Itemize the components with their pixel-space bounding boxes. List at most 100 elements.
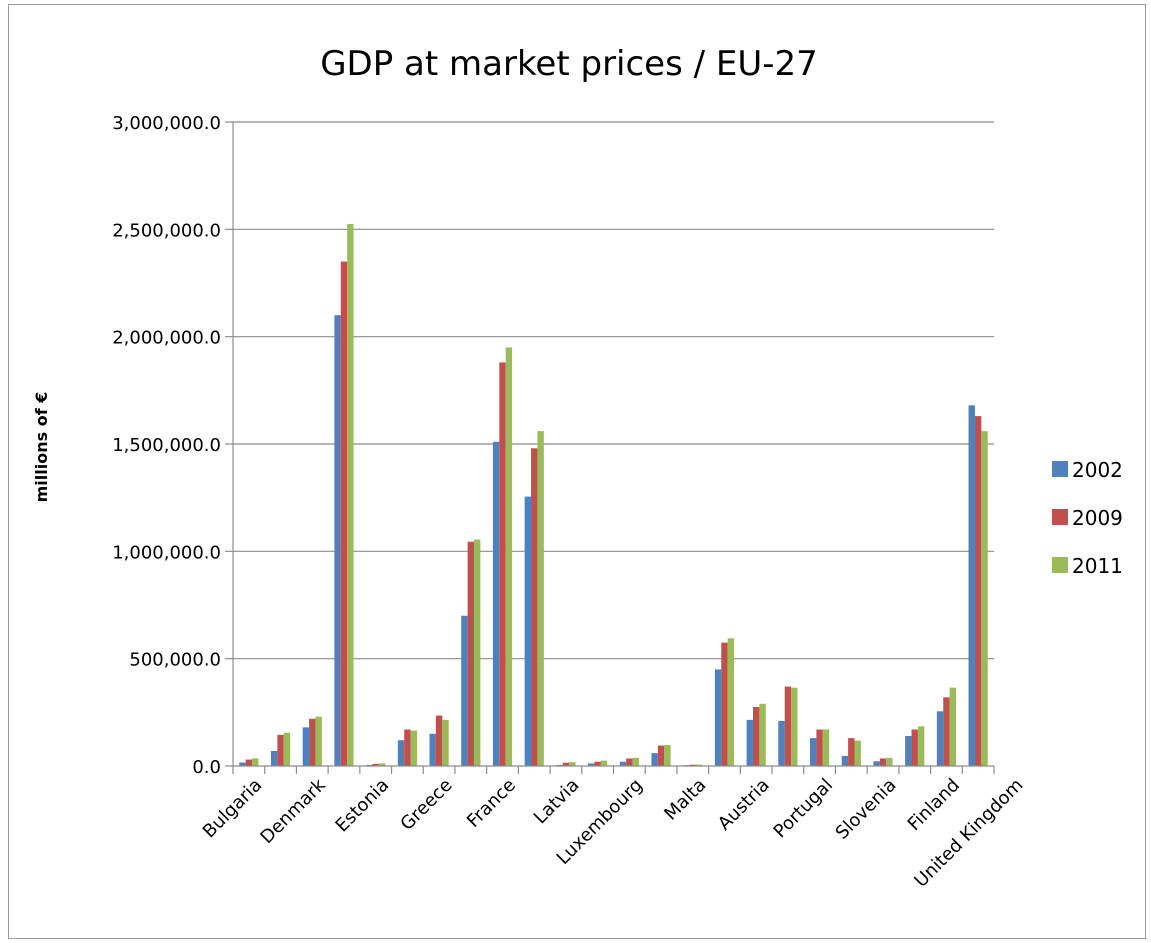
legend-label-2002: 2002: [1072, 458, 1123, 482]
bar-2009: [721, 642, 728, 766]
bar-2002: [397, 740, 405, 766]
bar-2011: [854, 740, 861, 766]
bar-2011: [917, 726, 925, 766]
bars: [239, 223, 988, 766]
bar-2011: [600, 760, 608, 766]
bar-2011: [664, 744, 671, 766]
bar-2011: [442, 719, 449, 766]
chart-title: GDP at market prices / EU-27: [320, 44, 818, 84]
y-tick-label: 500,000.0: [129, 650, 221, 671]
axes: [232, 122, 994, 767]
bar-2011: [315, 716, 322, 766]
bar-2009: [879, 758, 887, 766]
x-tick-label: Latvia: [530, 775, 584, 829]
bar-2009: [689, 764, 696, 766]
bar-2009: [911, 729, 918, 766]
x-tick-label: United Kingdom: [910, 775, 1027, 892]
bar-2011: [378, 763, 386, 766]
bar-2002: [810, 738, 817, 766]
bar-2009: [657, 745, 665, 766]
bar-2002: [746, 719, 753, 766]
bar-2002: [270, 750, 278, 766]
bar-2011: [632, 757, 639, 766]
bar-2002: [239, 762, 246, 766]
bar-2009: [499, 362, 506, 766]
x-tick-label: Slovenia: [832, 775, 901, 844]
y-tick-label: 1,000,000.0: [112, 542, 221, 563]
bar-2002: [873, 761, 880, 766]
legend-swatch-2011: [1052, 557, 1068, 573]
bar-2009: [594, 761, 601, 766]
chart-frame: GDP at market prices / EU-27 millions of…: [8, 4, 1146, 939]
gridlines: [233, 121, 994, 660]
bar-2011: [537, 431, 544, 766]
x-tick-label: France: [463, 775, 520, 832]
x-tick-label: Estonia: [332, 775, 394, 837]
y-tick-label: 2,000,000.0: [112, 328, 221, 349]
y-tick-label: 3,000,000.0: [112, 113, 221, 134]
bar-2011: [695, 764, 703, 766]
bar-chart: GDP at market prices / EU-27 millions of…: [32, 44, 1123, 892]
bar-2011: [949, 687, 957, 766]
legend: 2002 2009 2011: [1052, 458, 1123, 578]
bar-2002: [492, 441, 500, 766]
bar-2009: [309, 718, 316, 766]
bar-2002: [778, 720, 785, 766]
x-tick-label: Denmark: [256, 774, 330, 848]
y-axis-label: millions of €: [32, 392, 51, 503]
bar-2009: [848, 738, 855, 766]
bar-2009: [404, 729, 411, 766]
bar-2009: [752, 706, 760, 766]
bar-2011: [791, 687, 798, 766]
bar-2009: [372, 763, 379, 766]
bar-2002: [651, 753, 658, 766]
bar-2011: [822, 729, 830, 766]
bar-2002: [524, 496, 532, 766]
legend-swatch-2002: [1052, 461, 1068, 477]
bar-2011: [252, 758, 259, 766]
bar-2009: [277, 734, 284, 766]
bar-2009: [626, 758, 633, 766]
bar-2009: [562, 762, 570, 766]
x-tick-label: Portugal: [770, 775, 838, 843]
bar-2009: [531, 448, 538, 766]
bar-2009: [943, 697, 950, 766]
x-tick-label: Austria: [714, 775, 774, 835]
bar-2002: [936, 711, 944, 766]
bar-2011: [283, 732, 291, 766]
legend-swatch-2009: [1052, 509, 1068, 525]
bar-2011: [727, 638, 735, 766]
y-tick-label: 1,500,000.0: [112, 435, 221, 456]
bar-2002: [905, 735, 912, 766]
bar-2002: [714, 669, 722, 766]
bar-2011: [569, 762, 576, 766]
bar-2011: [505, 347, 513, 766]
bar-2002: [461, 615, 468, 766]
legend-label-2011: 2011: [1072, 554, 1123, 578]
bar-2009: [340, 261, 348, 766]
y-axis-ticks: 0.0 500,000.0 1,000,000.0 1,500,000.0 2,000,…: [112, 113, 233, 778]
bar-2011: [410, 730, 417, 766]
bar-2002: [968, 405, 975, 766]
bar-2009: [467, 541, 475, 766]
bar-2009: [435, 715, 443, 766]
x-tick-label: Greece: [396, 775, 456, 835]
bar-2002: [334, 315, 341, 766]
bar-2011: [886, 757, 893, 766]
bar-2009: [816, 729, 823, 766]
bar-2009: [245, 759, 253, 766]
bar-2002: [841, 755, 849, 766]
bar-2011: [981, 431, 988, 766]
bar-2002: [302, 727, 310, 766]
bar-2002: [429, 733, 436, 766]
x-tick-label: Malta: [660, 775, 710, 825]
x-tick-label: Finland: [904, 775, 964, 835]
bar-2011: [759, 703, 766, 766]
bar-2011: [347, 223, 354, 766]
bar-2011: [474, 539, 481, 766]
bar-2009: [784, 686, 792, 766]
legend-label-2009: 2009: [1072, 506, 1123, 530]
bar-2002: [588, 763, 595, 766]
bar-2009: [974, 416, 982, 766]
